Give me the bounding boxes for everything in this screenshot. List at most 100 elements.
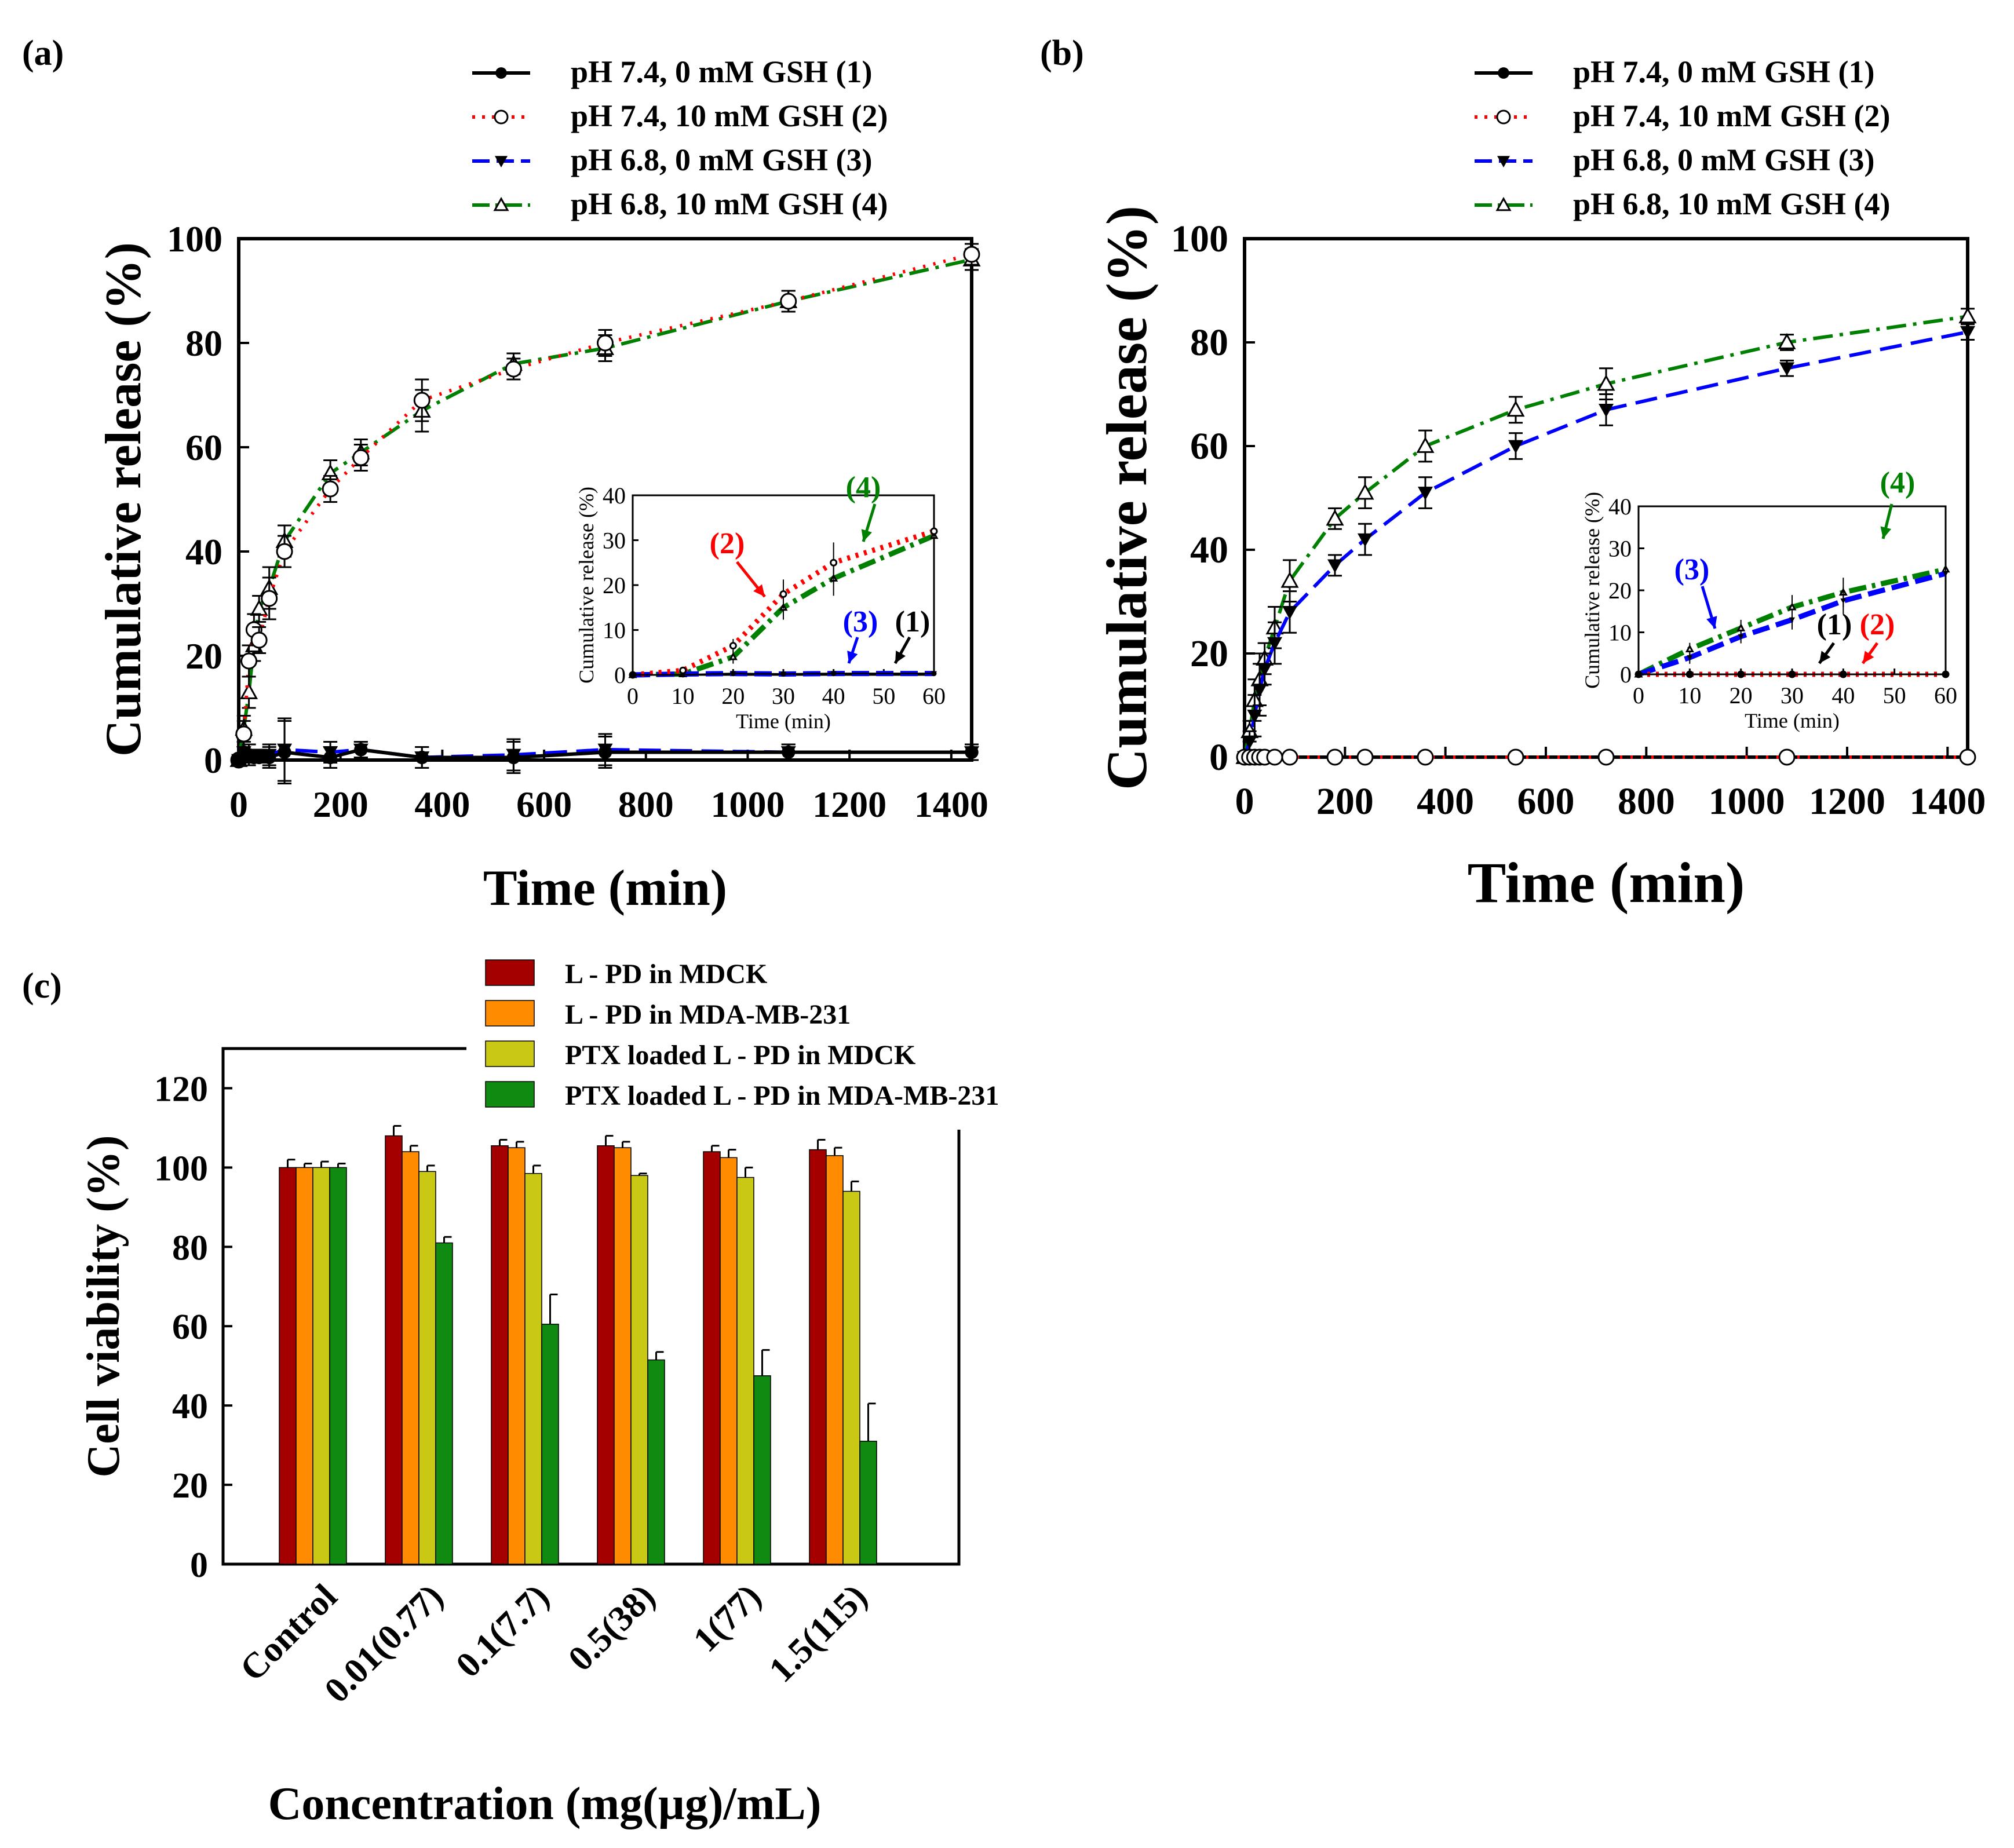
legend-viability-swatch-4 [485, 1081, 535, 1108]
data-point-s2 [597, 334, 614, 352]
y-tick-label: 40 [1190, 529, 1228, 571]
annotation-arrow-head [1706, 616, 1717, 629]
legend-viability-label-1: L - PD in MDCK [565, 959, 767, 989]
inset-data-point [1943, 571, 1949, 576]
bar-s2 [614, 1147, 632, 1565]
y-tick-label: 80 [1190, 322, 1228, 364]
inset-data-point [1738, 671, 1744, 677]
data-point-s2 [352, 449, 370, 466]
data-point-s4 [1597, 374, 1615, 391]
bar-s2 [720, 1157, 738, 1565]
data-point-s1 [252, 750, 266, 765]
inset-data-point [831, 671, 837, 677]
inset-x-tick-label: 30 [772, 683, 795, 709]
inset-x-tick-label: 50 [1883, 682, 1906, 708]
y-tick-label: 60 [172, 1308, 208, 1347]
bar-s1 [385, 1135, 403, 1565]
inset-x-tick-label: 10 [1678, 682, 1701, 708]
data-point-s2 [1266, 748, 1283, 766]
x-tick-label: 800 [618, 784, 674, 825]
x-tick-label: 800 [1618, 780, 1675, 823]
inset-annotation: (2) [1860, 608, 1895, 641]
inset-y-tick-label: 20 [1608, 578, 1632, 604]
bar-s2 [295, 1167, 313, 1565]
inset-data-point [729, 642, 737, 650]
data-point-s4 [240, 682, 258, 699]
inset-x-tick-label: 40 [822, 683, 845, 709]
y-tick-label: 0 [204, 740, 222, 781]
data-point-s2 [261, 590, 278, 607]
data-point-s2 [240, 652, 258, 670]
data-point-s2 [1959, 748, 1976, 766]
data-point-s1 [262, 750, 276, 765]
legend-marker-3 [1497, 156, 1510, 167]
legend-label-1: pH 7.4, 0 mM GSH (1) [571, 54, 873, 89]
inset-x-axis-label: Time (min) [736, 710, 831, 733]
y-tick-label: 100 [167, 218, 222, 260]
legend-label-1: pH 7.4, 0 mM GSH (1) [1573, 54, 1875, 89]
bar-s1 [279, 1167, 297, 1565]
inset-data-point [730, 671, 736, 677]
x-tick-label: 200 [1316, 780, 1374, 823]
inset-y-axis-label: Cumulative release (%) [575, 487, 598, 684]
data-point-s4 [1326, 509, 1344, 526]
legend-marker-2 [494, 109, 509, 125]
data-point-s2 [322, 480, 339, 498]
inset-annotation: (3) [1674, 553, 1710, 586]
legend-marker-1 [495, 67, 507, 79]
bar-s4 [329, 1167, 347, 1565]
inset-y-tick-label: 0 [1620, 662, 1632, 688]
x-tick-label: 0 [1235, 780, 1254, 823]
bar-s4 [647, 1359, 665, 1565]
bar-s3 [630, 1175, 648, 1565]
data-point-s4 [1958, 307, 1977, 324]
inset-annotation: (4) [1880, 466, 1916, 499]
bar-s1 [809, 1149, 827, 1565]
legend-viability-label-3: PTX loaded L - PD in MDCK [565, 1040, 915, 1071]
bar-s2 [508, 1147, 526, 1565]
inset-data-point [1840, 598, 1847, 604]
y-tick-label: 60 [1190, 425, 1228, 468]
data-point-s3 [1257, 663, 1272, 677]
legend-marker-3 [495, 156, 508, 167]
x-tick-label: 0 [229, 784, 248, 825]
inset-x-tick-label: 10 [672, 683, 695, 709]
bar-s1 [597, 1145, 615, 1565]
inset-a: 0 10 20 30 40 0 10 20 30 40 50 60 Time (min) Cumulati… [575, 471, 946, 733]
y-tick-label: 100 [154, 1149, 208, 1188]
data-point-s4 [1280, 571, 1299, 588]
inset-y-tick-label: 0 [614, 662, 626, 688]
data-point-s3 [1599, 403, 1614, 418]
y-tick-label: 120 [154, 1069, 208, 1109]
inset-data-point [630, 672, 636, 678]
y-tick-label: 20 [1190, 633, 1228, 675]
x-tick-label: 1400 [914, 784, 988, 825]
chart-c: 020406080100120Control0.01(0.77)0.1(7.7)… [78, 1047, 961, 1829]
data-point-s2 [276, 543, 293, 560]
category-label: 0.1(7.7) [448, 1577, 557, 1685]
legend-label-3: pH 6.8, 0 mM GSH (3) [571, 143, 873, 177]
inset-x-axis-label: Time (min) [1745, 709, 1840, 732]
bar-s3 [842, 1190, 860, 1565]
inset-data-point [1738, 634, 1744, 640]
legend-marker-4 [493, 196, 509, 211]
inset-annotation: (3) [843, 605, 878, 638]
inset-data-point [728, 652, 738, 660]
annotation-arrow-head [753, 584, 765, 597]
inset-x-tick-label: 0 [627, 683, 639, 709]
inset-y-axis-label: Cumulative release (%) [1581, 492, 1604, 689]
category-label: 0.01(0.77) [317, 1577, 451, 1711]
x-tick-label: 1000 [1709, 780, 1785, 823]
inset-x-tick-label: 50 [872, 683, 895, 709]
x-tick-label: 600 [516, 784, 572, 825]
data-point-s2 [250, 631, 268, 649]
y-tick-label: 40 [172, 1387, 208, 1426]
bar-s2 [826, 1155, 844, 1565]
inset-x-tick-label: 60 [922, 683, 946, 709]
inset-data-point [930, 527, 938, 535]
data-point-s1 [354, 743, 368, 757]
y-axis-label: Cumulative release (%) [1094, 206, 1159, 790]
inset-y-tick-label: 30 [1608, 536, 1632, 562]
